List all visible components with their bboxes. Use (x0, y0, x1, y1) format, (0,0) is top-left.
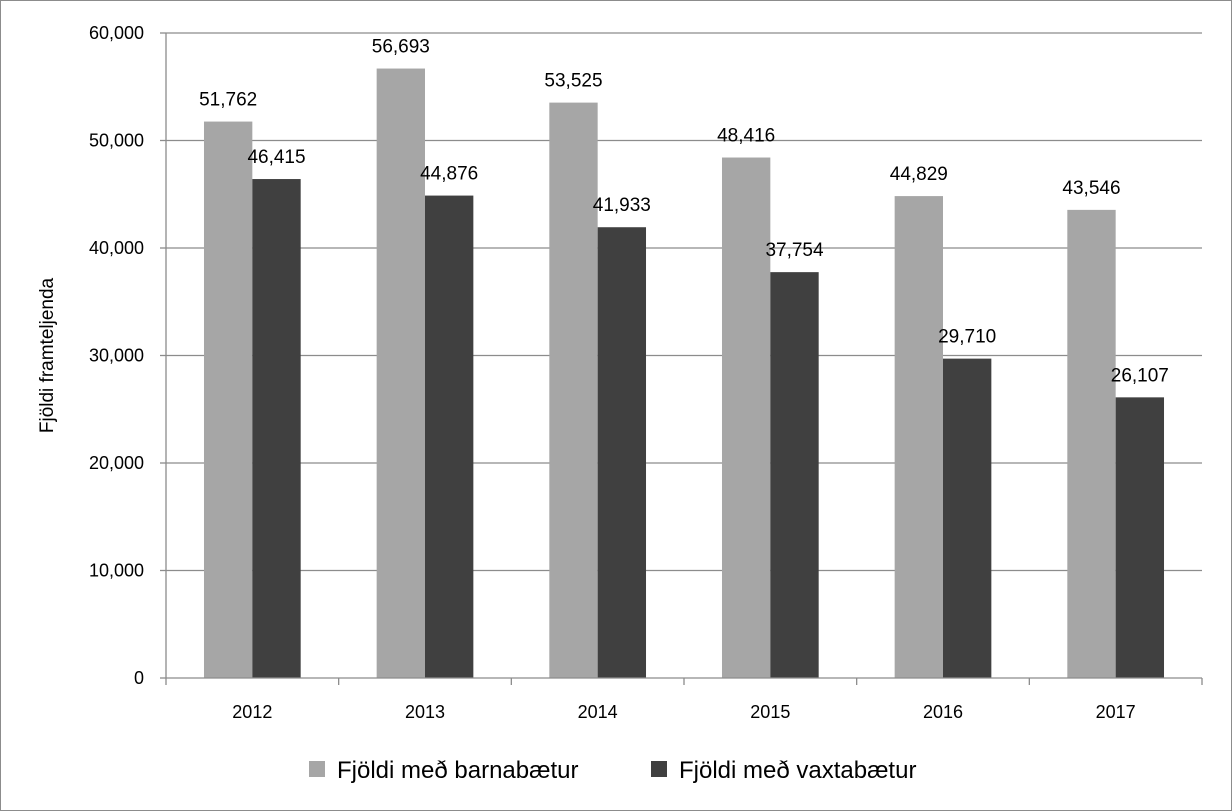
x-tick-label: 2013 (405, 702, 445, 722)
y-tick-label: 30,000 (89, 346, 144, 366)
data-label: 41,933 (593, 195, 651, 216)
bar-2012-series-1 (203, 121, 253, 679)
data-labels: 51,762 46,415 56,693 44,876 53,525 41,933 48,4… (199, 37, 1169, 387)
data-label: 44,876 (420, 164, 478, 185)
legend-label-2: Fjöldi með vaxtabætur (679, 757, 916, 784)
data-label: 56,693 (372, 37, 430, 58)
y-tick-label: 60,000 (89, 23, 144, 43)
axes: 0 10,000 20,000 30,000 40,000 50,000 60,000 201… (89, 23, 1203, 722)
y-tick-label: 0 (134, 668, 144, 688)
x-tick-label: 2012 (232, 702, 272, 722)
x-tick-label: 2015 (750, 702, 790, 722)
x-tick-label: 2017 (1096, 702, 1136, 722)
bars (203, 68, 1165, 679)
legend-swatch-1 (309, 761, 325, 777)
bar-2015-series-1 (721, 157, 771, 678)
legend-swatch-2 (651, 761, 667, 777)
bar-2013-series-2 (425, 195, 474, 678)
bar-2014-series-2 (597, 227, 647, 678)
data-label: 37,754 (765, 240, 824, 261)
bar-2017-series-1 (1067, 209, 1116, 678)
data-label: 43,546 (1062, 178, 1120, 199)
gridlines (166, 32, 1202, 572)
data-label: 26,107 (1111, 365, 1169, 386)
bar-2015-series-2 (770, 272, 819, 678)
y-axis-title: Fjöldi framteljenda (37, 277, 58, 433)
data-label: 53,525 (544, 71, 602, 92)
bar-2014-series-1 (549, 102, 598, 678)
y-tick-label: 10,000 (89, 561, 144, 581)
legend: Fjöldi með barnabætur Fjöldi með vaxtabæt… (309, 757, 916, 784)
y-tick-label: 40,000 (89, 238, 144, 258)
bar-2016-series-2 (943, 358, 992, 678)
y-tick-label: 20,000 (89, 453, 144, 473)
bar-2017-series-2 (1115, 397, 1165, 678)
data-label: 48,416 (717, 126, 775, 147)
data-label: 51,762 (199, 90, 257, 111)
bar-2012-series-2 (252, 179, 301, 678)
legend-label-1: Fjöldi með barnabætur (337, 757, 578, 784)
y-tick-label: 50,000 (89, 131, 144, 151)
x-tick-label: 2016 (923, 702, 963, 722)
x-tick-label: 2014 (578, 702, 618, 722)
bar-2016-series-1 (894, 196, 943, 678)
data-label: 46,415 (247, 147, 305, 168)
data-label: 44,829 (890, 164, 948, 185)
data-label: 29,710 (938, 327, 996, 348)
bar-2013-series-1 (376, 68, 425, 679)
